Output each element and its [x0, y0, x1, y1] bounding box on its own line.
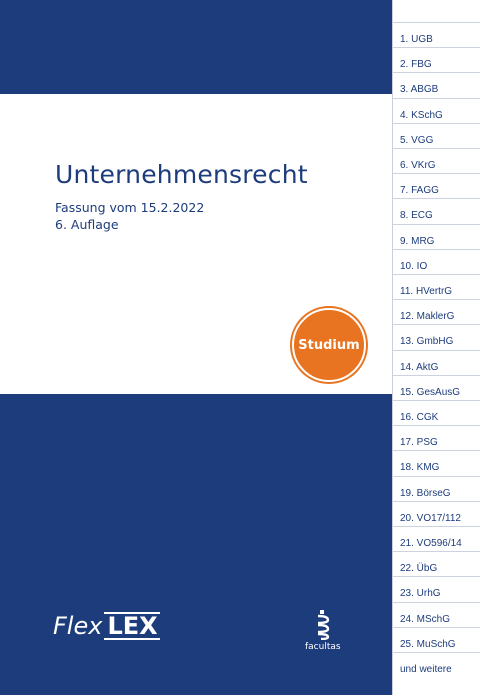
register-tab-label: 6. VKrG — [400, 160, 436, 171]
register-tab: 16. CGK — [393, 400, 480, 426]
flexlex-logo: Flex LEX — [53, 612, 160, 640]
register-tab-label: 3. ABGB — [400, 84, 439, 96]
register-tab-label: 2. FBG — [400, 59, 432, 71]
register-tabs: 1. UGB 2. FBG 3. ABGB 4. KSchG 5. VGG 6. VKrG… — [392, 0, 480, 695]
register-tab: 14. AktG — [393, 349, 480, 376]
register-tab-label: 5. VGG — [400, 134, 434, 146]
register-tab-label: 17. PSG — [400, 437, 438, 449]
cover-top-band — [0, 0, 392, 94]
register-tab-label: 7. FAGG — [400, 185, 439, 197]
register-tab-label: 16. CGK — [400, 412, 439, 423]
register-tab: 11. HVertrG — [393, 274, 480, 300]
register-tab: 8. ECG — [393, 198, 480, 224]
register-tab: 9. MRG — [393, 223, 480, 250]
register-tab: 1. UGB — [393, 22, 480, 48]
studium-badge: Studium — [292, 308, 366, 382]
register-tab-label: 19. BörseG — [400, 487, 451, 499]
register-tab-label: 15. GesAusG — [400, 386, 461, 398]
register-tab: 7. FAGG — [393, 173, 480, 199]
register-tab-label: 24. MSchG — [400, 613, 451, 625]
register-tab-label: 9. MRG — [400, 235, 435, 247]
badge-label: Studium — [298, 337, 360, 353]
register-tab: 22. ÜbG — [393, 551, 480, 577]
register-tab: 24. MSchG — [393, 601, 480, 628]
register-tab-label: 22. ÜbG — [400, 563, 438, 575]
publisher-name: facultas — [305, 642, 341, 652]
register-tab: 10. IO — [393, 248, 480, 275]
register-tab-label: 20. VO17/112 — [400, 512, 461, 524]
register-tab: 5. VGG — [393, 122, 480, 149]
book-title: Unternehmensrecht — [55, 160, 308, 189]
register-tab-label: 18. KMG — [400, 462, 440, 474]
version-line: Fassung vom 15.2.2022 — [55, 200, 205, 215]
register-tab: 2. FBG — [393, 47, 480, 73]
register-tab: 4. KSchG — [393, 97, 480, 124]
register-tab: 13. GmbHG — [393, 324, 480, 350]
register-tab: 15. GesAusG — [393, 374, 480, 401]
register-tab-label: 11. HVertrG — [400, 286, 453, 297]
register-tab: 12. MaklerG — [393, 299, 480, 325]
register-tab: 6. VKrG — [393, 148, 480, 174]
register-tab-label: 23. UrhG — [400, 588, 441, 600]
register-tab: 19. BörseG — [393, 475, 480, 502]
cover-bottom-band — [0, 394, 392, 695]
publisher-logo: facultas — [305, 610, 341, 652]
register-tab-label: 12. MaklerG — [400, 311, 455, 323]
edition-line: 6. Auflage — [55, 217, 119, 232]
register-tab: und weitere — [393, 652, 480, 678]
register-tab-label: 21. VO596/14 — [400, 538, 462, 549]
facultas-mark-icon — [317, 610, 329, 640]
register-tab: 23. UrhG — [393, 576, 480, 602]
register-tab-label: und weitere — [400, 664, 452, 675]
register-tab-label: 13. GmbHG — [400, 336, 454, 348]
register-tab: 17. PSG — [393, 425, 480, 451]
register-tab: 25. MuSchG — [393, 626, 480, 653]
logo-flex: Flex — [53, 612, 103, 640]
register-tab-label: 10. IO — [400, 260, 428, 272]
register-tab-label: 4. KSchG — [400, 109, 443, 121]
logo-lex: LEX — [104, 612, 160, 640]
register-tab-label: 1. UGB — [400, 34, 433, 45]
register-tab-label: 14. AktG — [400, 361, 439, 373]
register-tab-label: 8. ECG — [400, 210, 433, 222]
register-tab: 18. KMG — [393, 450, 480, 476]
register-tab: 3. ABGB — [393, 72, 480, 98]
register-tab-label: 25. MuSchG — [400, 638, 456, 650]
register-tab: 20. VO17/112 — [393, 500, 480, 527]
register-tab: 21. VO596/14 — [393, 526, 480, 552]
